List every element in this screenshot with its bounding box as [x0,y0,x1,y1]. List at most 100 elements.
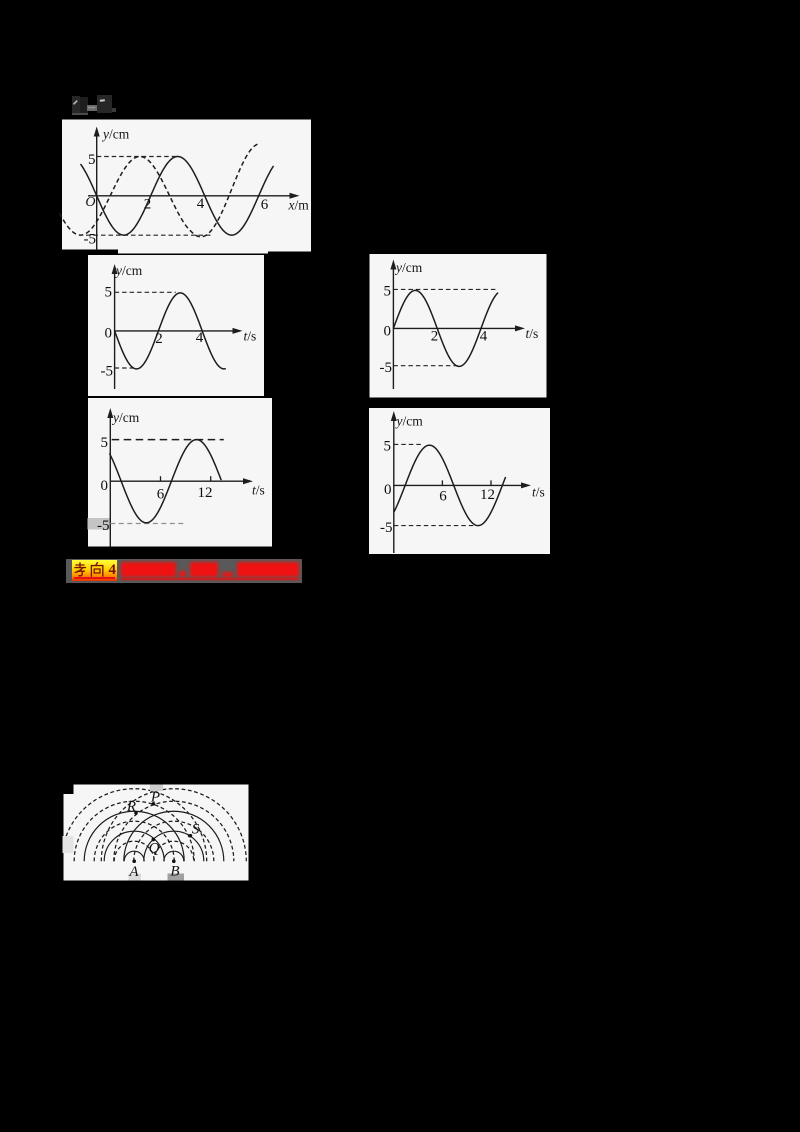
scan-smudge [167,873,184,881]
crest-arc [123,810,225,862]
origin-label: O [85,195,95,210]
wave-curve-solid [393,444,507,527]
axis-arrowhead [289,192,300,199]
wavefront-arcs [64,788,247,862]
title-underline [121,578,299,581]
faint-stroke [99,99,105,102]
scan-smudge [62,836,74,853]
trough-arc [153,840,195,862]
point-label-A: A [128,864,139,880]
tick-label: 0 [384,324,392,340]
axis-label: y/cm [394,260,423,275]
axis-label: y/cm [111,410,140,425]
badge-glyph-stroke [94,562,98,566]
axis-label: t/s [532,485,545,500]
faint-stroke [72,99,78,105]
trough-arc [113,840,155,862]
chart-wave-snapshot-x: y/cm x/m O 5 -5 2 4 6 [58,119,311,254]
badge-glyph-stroke [90,565,103,578]
faint-block [72,112,88,115]
tick-label: 4 [480,329,488,345]
axis-label: y/cm [114,263,143,278]
trough-arc [64,788,208,862]
chart-paper [369,408,550,554]
wave-curve-solid [113,292,227,370]
axis-arrowhead [243,478,253,485]
tick-label: -5 [84,232,97,248]
faint-block [80,97,88,113]
axis-label: y/cm [395,414,424,429]
tick-label: 6 [261,197,269,213]
tick-label: 5 [105,285,113,301]
tick-label: 6 [157,487,165,503]
crest-arc [163,850,185,862]
tick-label: 6 [439,489,447,505]
tick-label: 4 [196,330,204,346]
axis-arrowhead [111,264,118,274]
point-label-S: S [192,822,200,838]
tick-label: 5 [88,152,96,168]
axis-label: y/cm [101,127,130,142]
point-dot-P [151,802,156,806]
title-text-blob [121,562,176,577]
tick-label: -5 [97,518,110,534]
point-label-P: P [150,790,160,806]
chart-y-t-option-C: y/cm t/s 5 0 -5 6 12 [87,398,272,547]
chart-paper [88,255,264,396]
paper-notch [268,251,311,254]
crest-arc [143,830,205,862]
badge-glyph-stroke [93,568,101,574]
faint-block [72,95,80,115]
tick-label: 0 [105,326,113,342]
chart-y-t-option-D: y/cm t/s 5 0 -5 6 12 [369,408,550,554]
trough-arc [100,788,247,862]
tick-label: 5 [384,439,392,455]
tick-label: -5 [380,360,393,376]
point-label-Q: Q [149,841,160,857]
wave-curve-solid [79,155,275,236]
tick-label: 2 [144,197,152,213]
faint-block [111,107,116,112]
axis-label: x/m [288,198,310,213]
chart-y-t-option-A: y/cm t/s 5 0 -5 2 4 [88,255,264,396]
trough-arc [113,800,235,862]
axis-arrowhead [107,408,114,418]
axis-label: t/s [244,329,257,344]
point-dot-R [134,811,138,815]
badge-glyph-stroke [77,570,83,577]
tick-label: 5 [101,435,109,451]
point-dot-A [132,859,136,863]
axis-arrowhead [390,259,397,270]
point-dot-Q [151,837,156,842]
point-label-R: R [126,799,136,815]
tick-label: 0 [384,482,392,498]
tick-label: 4 [197,196,205,212]
badge-cjk-glyphs [73,562,103,578]
axis-arrowhead [390,411,397,421]
title-text-blob [178,570,186,577]
title-text-blob [221,572,233,577]
chart-paper [88,398,272,547]
tick-label: -5 [101,364,114,380]
point-dot-S [188,833,193,838]
paper-notch [63,784,74,794]
scan-smudge [128,873,141,881]
title-text-blob [190,562,218,577]
axis-label: t/s [526,326,539,341]
badge-underline [74,577,115,579]
chart-paper [369,254,547,398]
tick-label: 2 [155,331,163,347]
scan-smudge [87,518,110,530]
wave-curve-solid [392,289,499,368]
scan-smudge [150,784,163,791]
axis-arrowhead [232,327,243,334]
chart-paper [62,119,311,254]
faint-block [96,95,112,113]
paper-notch [62,249,118,254]
interference-figure: PR S QA B [62,784,249,881]
tick-label: 12 [198,485,213,501]
crest-arc [83,810,185,862]
